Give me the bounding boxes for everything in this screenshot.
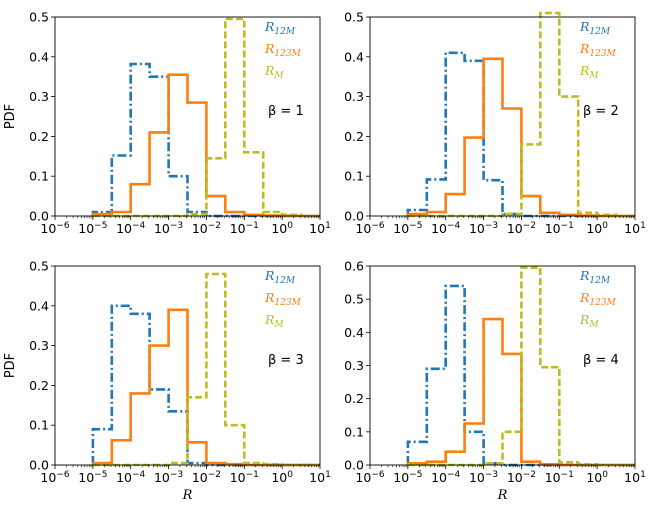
x-tick-label: 10−3 (469, 470, 498, 485)
y-tick-label: 0.0 (344, 209, 364, 224)
beta-annotation: β = 4 (583, 353, 619, 368)
x-tick-label: 10−6 (355, 470, 384, 485)
x-tick-label: 101 (624, 470, 646, 485)
x-tick-label: 10−5 (78, 470, 107, 485)
y-tick-label: 0.1 (344, 169, 364, 184)
legend-entry-r-m: RM (579, 312, 599, 330)
panel-2: 0.0 0.1 0.2 0.3 0.4 0.5 10−6 10−5 10−4 10−3 10−2 10… (344, 10, 646, 237)
y-tick-label: 0.4 (344, 49, 364, 64)
y-tick-label: 0.5 (29, 259, 49, 274)
legend-entry-r-12m: R12M (264, 19, 296, 37)
y-tick-label: 0.5 (344, 10, 364, 25)
x-tick-label: 10−4 (116, 470, 145, 485)
x-tick-label: 100 (586, 221, 608, 236)
x-tick-label: 10−5 (78, 221, 107, 236)
y-tick-label: 0.6 (344, 259, 364, 274)
plot-frame (369, 16, 636, 217)
series-r-m (92, 17, 320, 218)
series-r-123m (406, 57, 635, 218)
x-tick-label: 10−6 (40, 470, 69, 485)
legend-entry-r-m: RM (264, 63, 284, 81)
beta-annotation: β = 1 (268, 104, 304, 119)
x-tick-label: 10−3 (154, 221, 183, 236)
series-r-m (92, 272, 320, 467)
y-tick-label: 0.3 (29, 338, 49, 353)
x-tick-label: 100 (271, 470, 293, 485)
x-tick-label: 10−2 (192, 221, 221, 236)
y-tick-label: 0.4 (29, 298, 49, 313)
x-tick-label: 10−3 (469, 221, 498, 236)
legend-entry-r-12m: R12M (264, 268, 296, 286)
x-tick-label: 10−2 (507, 470, 536, 485)
y-tick-label: 0.1 (344, 424, 364, 439)
legend-entry-r-12m: R12M (579, 268, 611, 286)
x-tick-label: 101 (309, 221, 331, 236)
x-tick-label: 10−1 (545, 221, 574, 236)
beta-annotation: β = 2 (583, 104, 619, 119)
legend-entry-r-123m: R123M (264, 41, 302, 59)
legend-entry-r-m: RM (579, 63, 599, 81)
x-tick-label: 10−3 (154, 470, 183, 485)
y-axis-label: PDF (3, 104, 18, 129)
legend-entry-r-12m: R12M (579, 19, 611, 37)
y-tick-label: 0.3 (344, 89, 364, 104)
y-tick-label: 0.4 (344, 325, 364, 340)
x-tick-label: 10−1 (230, 470, 259, 485)
x-tick-label: 10−4 (116, 221, 145, 236)
x-tick-label: 10−4 (431, 221, 460, 236)
x-tick-label: 101 (309, 470, 331, 485)
y-tick-label: 0.5 (29, 10, 49, 25)
legend-entry-r-123m: R123M (579, 290, 617, 308)
x-tick-label: 10−1 (545, 470, 574, 485)
series-r-m (407, 266, 635, 467)
y-tick-label: 0.1 (29, 169, 49, 184)
x-tick-label: 100 (271, 221, 293, 236)
legend-entry-r-123m: R123M (264, 290, 302, 308)
x-tick-label: 100 (586, 470, 608, 485)
series-r-m (407, 11, 635, 218)
x-axis-label: R (182, 488, 193, 503)
plot-frame (54, 265, 321, 466)
y-tick-label: 0.2 (29, 129, 49, 144)
y-tick-label: 0.0 (344, 458, 364, 473)
x-tick-label: 10−6 (355, 221, 384, 236)
panel-3: 0.0 0.1 0.2 0.3 0.4 0.5 10−6 10−5 10−4 10−3 10−2 10… (3, 259, 331, 504)
panel-4: 0.0 0.1 0.2 0.3 0.4 0.5 0.6 10−6 10−5 10−4 10−3 10−… (344, 259, 646, 504)
x-axis-label: R (497, 488, 508, 503)
y-tick-label: 0.2 (344, 129, 364, 144)
panel-1: 0.0 0.1 0.2 0.3 0.4 0.5 10−6 10−5 10−4 10−3 10−2 10… (3, 10, 331, 237)
x-tick-label: 101 (624, 221, 646, 236)
y-tick-label: 0.5 (344, 292, 364, 307)
y-tick-label: 0.1 (29, 418, 49, 433)
y-axis-label: PDF (3, 353, 18, 378)
y-tick-label: 0.4 (29, 49, 49, 64)
x-tick-label: 10−5 (393, 470, 422, 485)
x-tick-label: 10−4 (431, 470, 460, 485)
beta-annotation: β = 3 (268, 353, 304, 368)
x-tick-label: 10−2 (507, 221, 536, 236)
plot-frame (54, 16, 321, 217)
y-tick-label: 0.3 (29, 89, 49, 104)
legend-entry-r-m: RM (264, 312, 284, 330)
x-tick-label: 10−5 (393, 221, 422, 236)
x-tick-label: 10−1 (230, 221, 259, 236)
y-tick-label: 0.2 (344, 391, 364, 406)
y-tick-label: 0.3 (344, 358, 364, 373)
x-tick-label: 10−2 (192, 470, 221, 485)
y-tick-label: 0.0 (29, 209, 49, 224)
y-tick-label: 0.2 (29, 378, 49, 393)
x-tick-label: 10−6 (40, 221, 69, 236)
y-tick-label: 0.0 (29, 458, 49, 473)
legend-entry-r-123m: R123M (579, 41, 617, 59)
